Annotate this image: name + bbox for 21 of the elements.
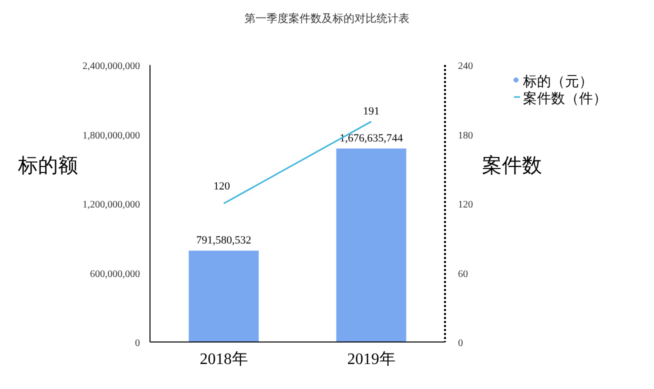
- data-label: 120: [214, 180, 230, 192]
- y-tick-label: 2,400,000,000: [82, 61, 140, 72]
- y-tick-label: 1,200,000,000: [82, 200, 140, 210]
- data-label: 1,676,635,744: [340, 132, 404, 144]
- y-axis-title: 标的额: [17, 155, 78, 177]
- data-label: 791,580,532: [196, 234, 252, 247]
- data-label: 191: [363, 106, 380, 118]
- y2-axis-title: 案件数: [482, 154, 542, 177]
- y2-tick-label: 0: [458, 338, 463, 349]
- y2-tick-label: 120: [458, 200, 473, 210]
- x-tick-label: 2019年: [347, 351, 396, 368]
- x-tick-label: 2018年: [200, 351, 248, 368]
- chart-title: 第一季度案件数及标的对比统计表: [244, 12, 410, 25]
- y-tick-label: 0: [135, 338, 140, 349]
- legend-label: 案件数（件）: [523, 90, 607, 107]
- y2-tick-label: 60: [458, 268, 468, 280]
- y2-tick-label: 180: [458, 130, 473, 142]
- y-tick-label: 600,000,000: [90, 268, 140, 280]
- y2-tick-label: 240: [458, 61, 473, 72]
- y-tick-label: 1,800,000,000: [82, 130, 140, 142]
- legend-label: 标的（元）: [522, 74, 593, 90]
